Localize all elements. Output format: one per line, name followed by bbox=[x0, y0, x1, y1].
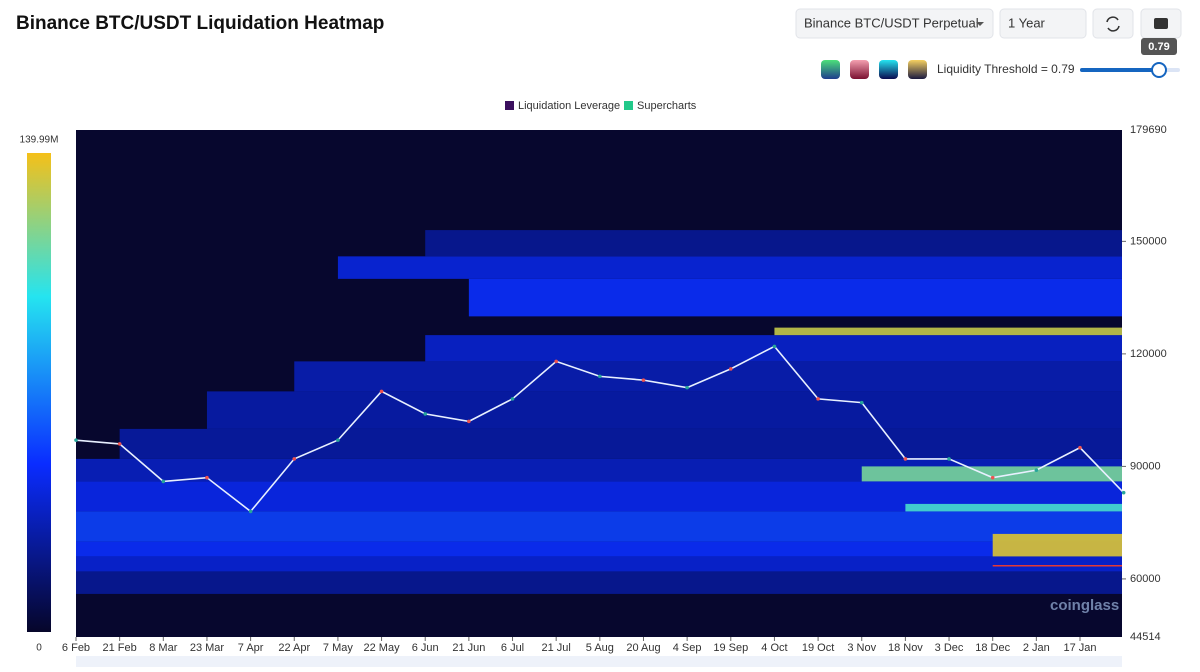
price-point bbox=[772, 344, 777, 349]
price-point bbox=[292, 457, 297, 461]
x-tick-label: 21 Jul bbox=[541, 642, 570, 654]
price-point bbox=[1121, 490, 1126, 495]
slider-bubble bbox=[1141, 38, 1177, 55]
legend-swatch[interactable] bbox=[505, 101, 514, 110]
price-point bbox=[161, 479, 166, 484]
x-tick-label: 8 Mar bbox=[149, 642, 177, 654]
x-tick-label: 7 May bbox=[323, 642, 353, 654]
price-point bbox=[379, 389, 384, 394]
x-tick-label: 3 Nov bbox=[847, 642, 876, 654]
heat-band bbox=[76, 458, 1122, 482]
heat-band bbox=[294, 361, 1122, 392]
price-point bbox=[859, 400, 864, 405]
x-tick-label: 18 Dec bbox=[975, 642, 1010, 654]
y-limit-label: 44514 bbox=[1130, 631, 1161, 643]
range-select[interactable] bbox=[999, 8, 1087, 39]
x-tick-label: 3 Dec bbox=[935, 642, 964, 654]
x-tick-label: 6 Jul bbox=[501, 642, 524, 654]
scheme-swatch[interactable] bbox=[879, 60, 898, 79]
watermark: coinglass bbox=[1050, 597, 1119, 614]
scheme-swatch[interactable] bbox=[850, 60, 869, 79]
x-tick-label: 21 Feb bbox=[103, 642, 137, 654]
price-point bbox=[816, 397, 820, 401]
y-limit-label: 179690 bbox=[1130, 124, 1167, 136]
x-tick-label: 2 Jan bbox=[1023, 642, 1050, 654]
price-point bbox=[1034, 468, 1039, 472]
price-point bbox=[903, 457, 908, 461]
x-tick-label: 17 Jan bbox=[1063, 642, 1096, 654]
x-tick-label: 4 Sep bbox=[673, 642, 702, 654]
heat-band bbox=[905, 503, 1122, 512]
heat-band bbox=[76, 571, 1122, 594]
heat-band bbox=[76, 556, 1122, 572]
navigator[interactable] bbox=[76, 656, 1122, 667]
price-point bbox=[641, 378, 646, 382]
price-point bbox=[336, 438, 340, 442]
heat-band bbox=[861, 466, 1122, 482]
price-point bbox=[510, 397, 515, 401]
heat-band bbox=[774, 327, 1122, 336]
y-tick-label: 150000 bbox=[1130, 235, 1167, 247]
x-tick-label: 21 Jun bbox=[452, 642, 485, 654]
x-tick-label: 22 Apr bbox=[278, 642, 310, 654]
title: Binance BTC/USDT Liquidation Heatmap bbox=[16, 13, 384, 34]
x-tick-label: 5 Aug bbox=[586, 642, 614, 654]
x-tick-label: 4 Oct bbox=[761, 642, 787, 654]
heat-band bbox=[992, 533, 1122, 557]
x-tick-label: 7 Apr bbox=[238, 642, 264, 654]
price-point bbox=[74, 438, 78, 442]
legend-label[interactable]: Liquidation Leverage bbox=[518, 100, 620, 112]
heat-band bbox=[76, 511, 1122, 542]
colorbar-max: 139.99M bbox=[20, 135, 59, 146]
price-point bbox=[467, 419, 471, 424]
price-point bbox=[685, 385, 689, 390]
price-point bbox=[554, 359, 558, 364]
x-tick-label: 19 Oct bbox=[802, 642, 834, 654]
refresh-button[interactable] bbox=[1092, 8, 1134, 39]
heat-band bbox=[468, 278, 1122, 317]
heat-band bbox=[425, 230, 1122, 257]
pair-select-text: Binance BTC/USDT Perpetual bbox=[804, 15, 979, 30]
x-tick-label: 6 Jun bbox=[412, 642, 439, 654]
x-tick-label: 20 Aug bbox=[626, 642, 660, 654]
scheme-swatch[interactable] bbox=[908, 60, 927, 79]
price-point bbox=[947, 457, 951, 461]
price-point bbox=[117, 442, 122, 446]
y-tick-label: 60000 bbox=[1130, 573, 1161, 585]
x-tick-label: 19 Sep bbox=[713, 642, 748, 654]
heat-band bbox=[76, 541, 1122, 557]
price-point bbox=[1078, 445, 1082, 450]
refresh-icon bbox=[1106, 16, 1120, 32]
slider-fill bbox=[1080, 68, 1159, 72]
slider-value: 0.79 bbox=[1148, 41, 1169, 53]
scheme-swatch[interactable] bbox=[821, 60, 840, 79]
price-point bbox=[598, 374, 602, 379]
heat-band bbox=[337, 256, 1122, 279]
price-point bbox=[423, 412, 428, 416]
colorbar bbox=[27, 153, 51, 632]
range-select-text: 1 Year bbox=[1008, 15, 1046, 30]
price-point bbox=[990, 475, 995, 480]
caret bbox=[976, 22, 984, 26]
y-tick-label: 90000 bbox=[1130, 460, 1161, 472]
x-tick-label: 18 Nov bbox=[888, 642, 923, 654]
legend-label[interactable]: Supercharts bbox=[637, 100, 697, 112]
heat-band bbox=[425, 335, 1122, 362]
legend-swatch[interactable] bbox=[624, 101, 633, 110]
slider-knob[interactable] bbox=[1151, 62, 1167, 78]
price-point bbox=[728, 367, 733, 371]
heat-band bbox=[119, 428, 1123, 459]
threshold-label: Liquidity Threshold = 0.79 bbox=[937, 62, 1075, 76]
x-tick-label: 6 Feb bbox=[62, 642, 90, 654]
pair-select[interactable] bbox=[795, 8, 994, 39]
x-tick-label: 22 May bbox=[364, 642, 401, 654]
price-point bbox=[205, 475, 209, 480]
colorbar-min: 0 bbox=[36, 643, 42, 654]
y-tick-label: 120000 bbox=[1130, 348, 1167, 360]
camera-icon bbox=[1154, 18, 1168, 29]
price-point bbox=[248, 509, 253, 514]
heat-band bbox=[206, 391, 1122, 429]
x-tick-label: 23 Mar bbox=[190, 642, 225, 654]
